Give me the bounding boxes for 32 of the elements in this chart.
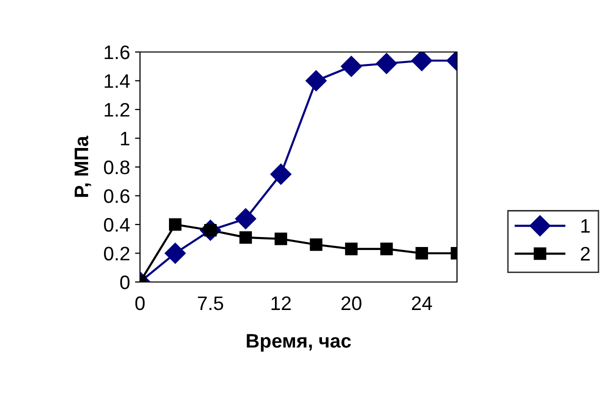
x-axis-title: Время, час	[246, 334, 351, 352]
y-tick-label: 1.6	[104, 45, 130, 60]
x-tick-label: 24	[412, 296, 432, 310]
x-tick-label: 7.5	[198, 296, 224, 310]
point	[274, 232, 288, 246]
point	[164, 242, 186, 264]
point	[310, 238, 322, 251]
point	[270, 164, 292, 185]
point	[380, 242, 393, 256]
y-tick-label: 1.2	[104, 102, 130, 117]
y-tick-label: 0.4	[104, 218, 130, 232]
legend-label: 1	[581, 219, 590, 233]
point	[168, 218, 182, 231]
point	[376, 52, 398, 74]
point	[345, 242, 358, 256]
y-tick-label: 0.8	[104, 160, 130, 174]
legend-label: 2	[580, 246, 590, 260]
x-tick-label: 20	[342, 296, 362, 310]
y-tick-label: 1.4	[104, 74, 130, 88]
x-tick-label: 0	[135, 296, 145, 310]
point	[411, 52, 432, 72]
y-tick-label: 0.2	[104, 246, 130, 260]
point	[340, 56, 362, 77]
y-tick-label: 0	[120, 275, 130, 290]
y-tick-label: 0.6	[104, 189, 130, 203]
y-axis-title: P, МПа	[74, 136, 92, 197]
point	[416, 247, 428, 260]
point	[235, 208, 256, 230]
point	[306, 70, 327, 92]
point	[239, 231, 252, 244]
y-tick-label: 1	[120, 132, 130, 146]
x-tick-label: 12	[272, 296, 291, 310]
